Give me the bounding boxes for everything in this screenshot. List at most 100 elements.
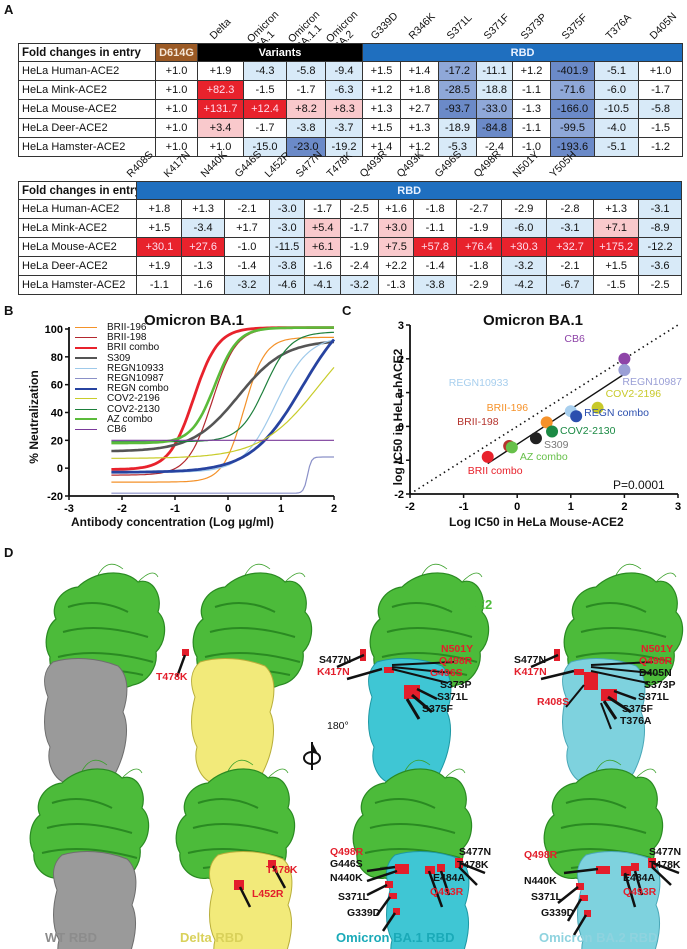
fold-change-cell: +3.4 bbox=[197, 118, 244, 138]
fold-change-cell: -1.1 bbox=[136, 275, 183, 295]
fold-change-cell: -3.8 bbox=[413, 275, 457, 295]
fold-change-cell: -4.0 bbox=[594, 118, 639, 138]
point-label: AZ combo bbox=[519, 451, 568, 464]
fold-change-cell: -1.8 bbox=[455, 256, 502, 276]
mutation-label: R408S bbox=[537, 696, 570, 708]
data-point bbox=[546, 425, 559, 438]
table-row: HeLa Mink-ACE2 +1.0 +82.3 -1.5 -1.7 -6.3 +1.2 +… bbox=[18, 80, 684, 100]
fold-change-cell: +1.3 bbox=[400, 118, 439, 138]
legend-swatch bbox=[75, 429, 97, 430]
fold-change-cell: -11.1 bbox=[476, 61, 513, 81]
fold-change-cell: -8.9 bbox=[638, 218, 682, 238]
ic50-scatter-chart: -2 -1 0 1 2 3 -2 -1 0 1 2 3 bbox=[394, 320, 681, 513]
fold-change-cell: +7.1 bbox=[593, 218, 640, 238]
column-header: Delta bbox=[207, 16, 234, 43]
fold-change-cell: +30.3 bbox=[500, 237, 547, 257]
legend-item: BRII combo bbox=[75, 342, 159, 353]
curve-regn-combo bbox=[111, 338, 336, 474]
mutation-label: K417N bbox=[317, 666, 350, 678]
svg-text:-1: -1 bbox=[170, 503, 180, 515]
point-label: REGN10987 bbox=[622, 375, 682, 388]
fold-change-cell: +1.0 bbox=[155, 99, 198, 119]
legend-swatch bbox=[75, 327, 97, 328]
fold-change-cell: -6.0 bbox=[594, 80, 639, 100]
caption-wt-rbd: WT RBD bbox=[45, 930, 97, 945]
row-label: HeLa Deer-ACE2 bbox=[17, 256, 138, 276]
fold-change-cell: -9.4 bbox=[325, 61, 363, 81]
table-row: HeLa Hamster-ACE2 -1.1 -1.6 -3.2 -4.6 -4.1 -3.… bbox=[17, 275, 682, 295]
ba2-rbd-structure-front bbox=[530, 563, 684, 789]
legend-label: AZ combo bbox=[107, 413, 153, 425]
fold-change-cell: -15.0 bbox=[243, 137, 287, 157]
legend-swatch bbox=[75, 408, 97, 410]
mutation-label: S477N bbox=[319, 654, 352, 666]
legend-item: BRII-196 bbox=[75, 322, 146, 333]
legend-swatch bbox=[75, 357, 97, 360]
mutation-label: N501Y bbox=[641, 643, 674, 655]
fold-change-cell: -1.7 bbox=[339, 218, 379, 238]
panel-letter-b: B bbox=[4, 303, 14, 318]
legend-label: BRII-198 bbox=[107, 332, 147, 344]
fold-change-cell: -1.1 bbox=[512, 80, 551, 100]
fold-change-table-2: Fold changes in entry RBD HeLa Human-ACE… bbox=[17, 181, 682, 295]
svg-text:40: 40 bbox=[51, 408, 63, 420]
row-label: HeLa Deer-ACE2 bbox=[18, 118, 156, 138]
fold-change-cell: -1.9 bbox=[339, 237, 379, 257]
fold-change-cell: +57.8 bbox=[413, 237, 457, 257]
legend-label: REGN combo bbox=[107, 383, 169, 395]
fold-change-cell: +6.1 bbox=[304, 237, 341, 257]
column-header: S373P bbox=[518, 11, 550, 43]
legend-item: BRII-198 bbox=[75, 332, 146, 343]
fold-change-table-1: Fold changes in entry D614G Variants RBD… bbox=[18, 43, 684, 157]
fold-change-cell: -1.5 bbox=[637, 118, 684, 138]
svg-text:60: 60 bbox=[51, 380, 63, 392]
svg-text:-2: -2 bbox=[394, 489, 404, 501]
mutation-label: T478K bbox=[457, 859, 489, 871]
mutation-label: N501Y bbox=[441, 643, 474, 655]
fold-change-cell: -18.8 bbox=[476, 80, 513, 100]
row-label: HeLa Mink-ACE2 bbox=[18, 80, 156, 100]
mutation-label: T478K bbox=[266, 864, 298, 876]
panel-letter-a: A bbox=[4, 2, 14, 17]
row-label: HeLa Mouse-ACE2 bbox=[17, 237, 138, 257]
fold-change-cell: +1.4 bbox=[362, 137, 401, 157]
fold-change-cell: -1.4 bbox=[223, 256, 270, 276]
svg-text:-2: -2 bbox=[117, 503, 127, 515]
mutation-label: L452R bbox=[252, 888, 284, 900]
mutation-label: S477N bbox=[459, 846, 492, 858]
mutation-label: S375F bbox=[422, 703, 453, 715]
table-row: HeLa Mink-ACE2 +1.5 -3.4 +1.7 -3.0 +5.4 -1.7 +3… bbox=[17, 218, 682, 238]
row-label: HeLa Human-ACE2 bbox=[17, 199, 138, 219]
data-point bbox=[618, 352, 631, 365]
fold-change-cell: -1.3 bbox=[181, 256, 225, 276]
fold-change-cell: -1.8 bbox=[413, 199, 457, 219]
fold-change-cell: -1.1 bbox=[512, 118, 551, 138]
mutation-label: Q498R bbox=[639, 655, 673, 667]
chart-b-ylabel: % Neutralization bbox=[27, 370, 41, 464]
fold-change-cell: +1.0 bbox=[155, 118, 198, 138]
fold-change-cell: -5.8 bbox=[286, 61, 326, 81]
fold-change-cell: -3.2 bbox=[223, 275, 270, 295]
fold-change-cell: +1.8 bbox=[136, 199, 183, 219]
legend-label: COV2-2196 bbox=[107, 393, 160, 405]
fold-change-cell: -2.5 bbox=[339, 199, 379, 219]
fold-change-cell: -5.3 bbox=[438, 137, 477, 157]
fold-change-cell: +1.6 bbox=[377, 199, 415, 219]
delta-rbd-structure-back bbox=[175, 759, 296, 949]
mutation-label: Q498R bbox=[524, 849, 558, 861]
legend-label: REGN10987 bbox=[107, 373, 164, 384]
data-point bbox=[618, 363, 631, 376]
data-point bbox=[529, 432, 542, 445]
fold-change-cell: +1.5 bbox=[136, 218, 183, 238]
svg-text:2: 2 bbox=[331, 503, 337, 515]
fold-change-cell: -166.0 bbox=[550, 99, 595, 119]
legend-label: REGN10933 bbox=[107, 362, 164, 374]
fold-change-cell: -18.9 bbox=[438, 118, 477, 138]
fold-change-cell: -10.5 bbox=[594, 99, 639, 119]
mace2-label: mACE2 bbox=[446, 597, 493, 612]
point-label: CB6 bbox=[564, 332, 585, 345]
data-point bbox=[591, 401, 604, 414]
fold-change-cell: +2.7 bbox=[400, 99, 439, 119]
point-label: BRII combo bbox=[467, 464, 523, 477]
svg-text:0: 0 bbox=[225, 503, 231, 515]
